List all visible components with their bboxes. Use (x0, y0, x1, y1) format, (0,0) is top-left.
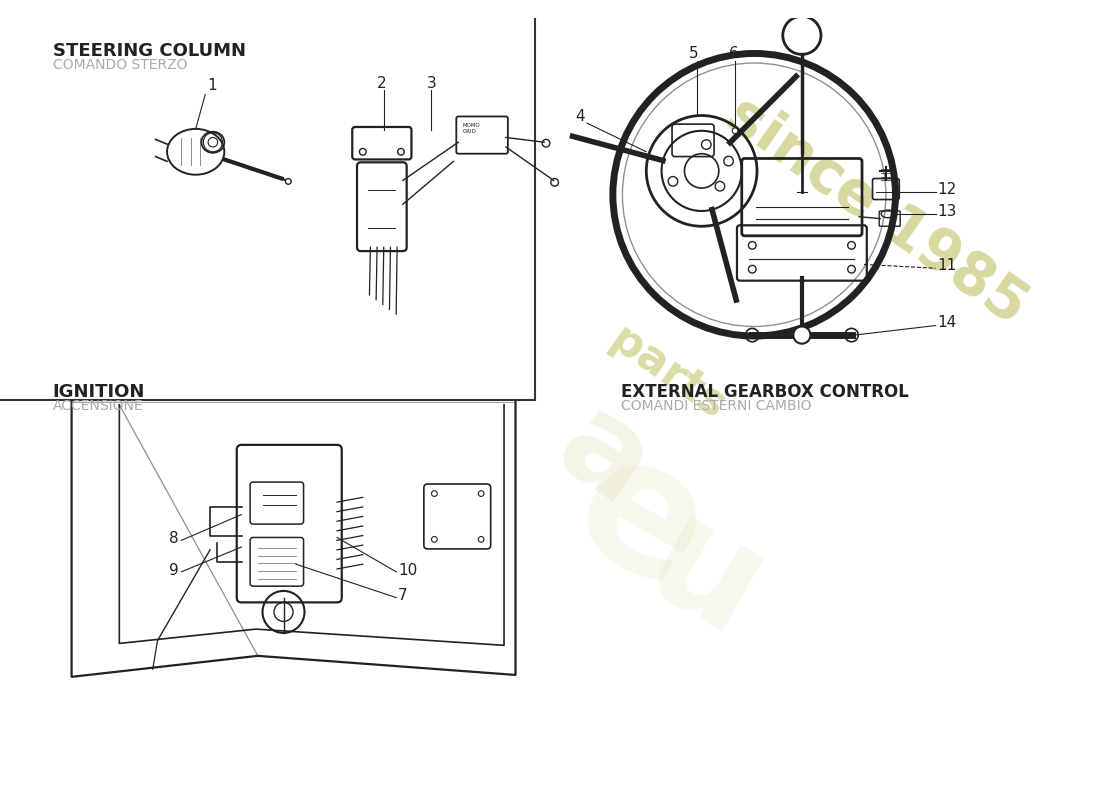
Text: 9: 9 (169, 562, 178, 578)
Circle shape (285, 178, 292, 184)
Text: 3: 3 (427, 76, 437, 91)
Text: 6: 6 (728, 46, 738, 62)
Text: IGNITION: IGNITION (53, 383, 145, 401)
Text: u: u (620, 487, 789, 670)
Text: 12: 12 (937, 182, 957, 197)
Text: 14: 14 (937, 315, 957, 330)
Text: since 1985: since 1985 (716, 86, 1038, 336)
Text: parts: parts (602, 318, 734, 428)
Text: 2: 2 (377, 76, 387, 91)
Text: a: a (535, 383, 673, 531)
Text: 10: 10 (398, 562, 417, 578)
Circle shape (733, 128, 738, 134)
Text: 4: 4 (575, 110, 585, 124)
Text: EXTERNAL GEARBOX CONTROL: EXTERNAL GEARBOX CONTROL (620, 383, 909, 401)
Text: 11: 11 (937, 258, 957, 273)
Text: 5: 5 (690, 46, 698, 62)
Text: 1: 1 (207, 78, 217, 93)
Text: 7: 7 (398, 587, 408, 602)
Text: COMANDI ESTERNI CAMBIO: COMANDI ESTERNI CAMBIO (620, 399, 811, 413)
Text: ACCENSIONE: ACCENSIONE (53, 399, 143, 413)
Circle shape (793, 326, 811, 344)
Text: STEERING COLUMN: STEERING COLUMN (53, 42, 245, 60)
Text: 13: 13 (937, 204, 957, 218)
Text: MOMO
GRID: MOMO GRID (463, 123, 481, 134)
Text: 8: 8 (169, 531, 178, 546)
Text: COMANDO STERZO: COMANDO STERZO (53, 58, 187, 72)
Text: e: e (544, 415, 738, 629)
